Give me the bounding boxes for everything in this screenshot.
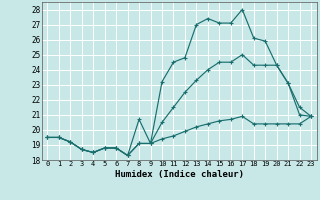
X-axis label: Humidex (Indice chaleur): Humidex (Indice chaleur) xyxy=(115,170,244,179)
